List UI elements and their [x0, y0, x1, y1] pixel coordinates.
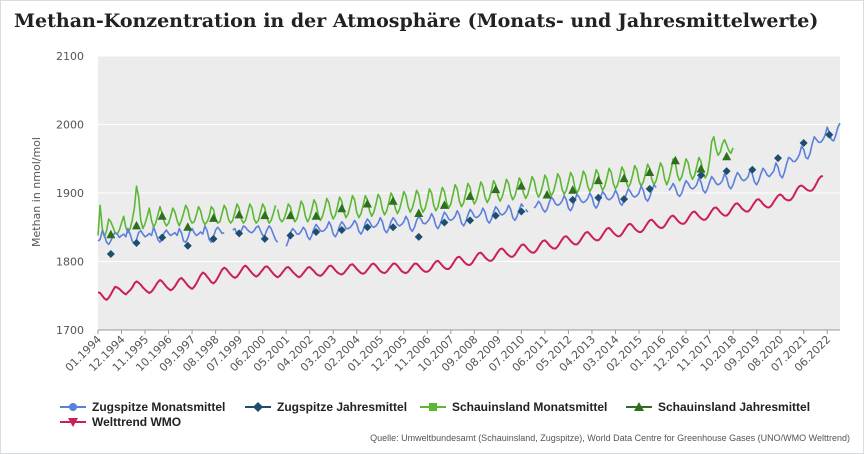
legend-item-welttrend-wmo[interactable]: Welttrend WMO	[60, 415, 181, 429]
triangle-down-marker-icon	[60, 418, 86, 427]
series-line	[525, 208, 529, 213]
series-welttrend-wmo	[97, 174, 824, 301]
data-point	[516, 181, 526, 190]
data-point	[440, 218, 449, 227]
legend-item-zugspitze-jahresmittel[interactable]: Zugspitze Jahresmittel	[245, 400, 407, 414]
series-line	[533, 184, 657, 213]
series-line	[97, 174, 824, 301]
data-point	[106, 249, 115, 258]
y-tick-label: 2000	[56, 119, 84, 132]
legend-item-zugspitze-monatsmittel[interactable]: Zugspitze Monatsmittel	[60, 400, 225, 414]
data-point	[645, 184, 654, 193]
data-point	[465, 191, 475, 200]
data-point	[106, 229, 116, 239]
legend-label: Schauinsland Monatsmittel	[452, 400, 608, 414]
data-point	[414, 232, 423, 241]
source-note: Quelle: Umweltbundesamt (Schauinsland, Z…	[370, 433, 850, 443]
data-point	[158, 233, 167, 242]
data-point	[722, 151, 732, 161]
data-point	[131, 220, 141, 230]
legend-item-schauinsland-jahresmittel[interactable]: Schauinsland Jahresmittel	[626, 400, 810, 414]
data-point	[183, 241, 192, 250]
diamond-marker-icon	[245, 402, 271, 412]
data-point	[466, 216, 475, 225]
series-line	[285, 203, 525, 247]
legend-label: Schauinsland Jahresmittel	[658, 400, 811, 414]
circle-marker-icon	[60, 403, 86, 411]
data-point	[645, 167, 655, 176]
data-point	[285, 210, 295, 220]
chart-title: Methan-Konzentration in der Atmosphäre (…	[14, 10, 819, 32]
data-point	[696, 164, 706, 173]
data-point	[593, 175, 603, 185]
data-point	[337, 225, 346, 234]
data-point	[568, 195, 577, 204]
data-point	[542, 190, 552, 199]
data-point	[439, 200, 449, 209]
data-point	[209, 234, 218, 243]
data-point	[414, 208, 424, 218]
data-point	[825, 130, 834, 139]
legend-label: Welttrend WMO	[92, 415, 182, 429]
data-point	[157, 211, 167, 220]
data-point	[312, 228, 321, 237]
data-point	[132, 239, 141, 248]
data-point	[260, 210, 270, 220]
data-point	[773, 154, 782, 163]
data-point	[670, 155, 680, 165]
data-point	[619, 173, 629, 183]
data-point	[491, 184, 501, 194]
data-point	[235, 229, 244, 238]
series-line	[276, 136, 734, 223]
data-point	[183, 222, 193, 231]
data-point	[568, 185, 578, 194]
data-point	[722, 167, 731, 176]
data-point	[234, 209, 244, 219]
series-zugspitze-jahresmittel	[106, 130, 834, 258]
data-point	[748, 165, 757, 174]
data-point	[389, 223, 398, 232]
data-point	[260, 234, 269, 243]
data-point	[697, 171, 706, 180]
data-point	[620, 195, 629, 204]
y-axis-label: Methan in nmol/mol	[30, 137, 43, 247]
data-point	[311, 211, 321, 220]
data-point	[208, 213, 218, 222]
triangle-up-marker-icon	[626, 402, 652, 411]
data-point	[799, 138, 808, 147]
y-tick-label: 1800	[56, 256, 84, 269]
legend-item-schauinsland-monatsmittel[interactable]: Schauinsland Monatsmittel	[420, 400, 607, 414]
data-point	[594, 193, 603, 202]
y-tick-label: 2100	[56, 50, 84, 63]
y-tick-label: 1900	[56, 187, 84, 200]
y-tick-label: 1700	[56, 324, 84, 337]
data-point	[286, 231, 295, 240]
legend-label: Zugspitze Jahresmittel	[277, 400, 408, 414]
data-point	[362, 198, 372, 208]
square-marker-icon	[420, 403, 446, 411]
series-schauinsland-jahresmittel	[106, 151, 732, 239]
data-point	[388, 196, 398, 205]
data-point	[363, 223, 372, 232]
series-line	[668, 122, 841, 198]
legend-label: Zugspitze Monatsmittel	[92, 400, 226, 414]
data-point	[491, 211, 500, 220]
data-point	[517, 207, 526, 216]
data-point	[337, 203, 347, 213]
